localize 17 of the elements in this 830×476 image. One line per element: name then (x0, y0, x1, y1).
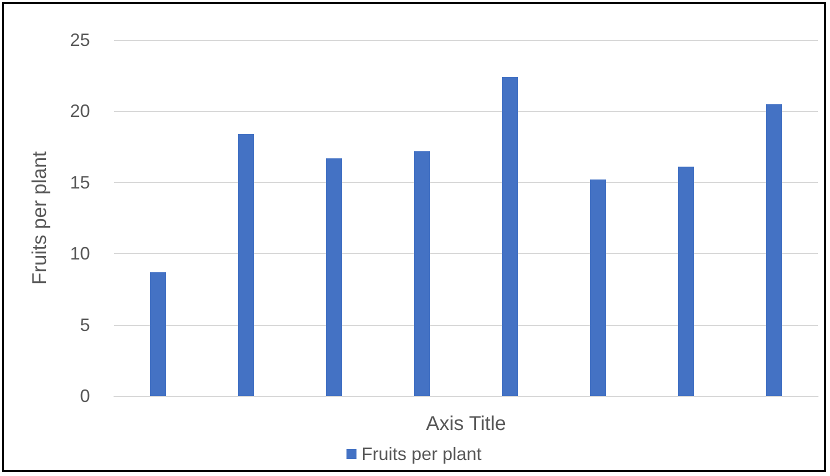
y-tick-label: 25 (70, 30, 90, 50)
bar (590, 180, 606, 396)
y-tick-label: 20 (70, 101, 90, 122)
y-tick-label: 10 (70, 244, 90, 264)
y-tick-label: 5 (80, 314, 90, 335)
legend-label: Fruits per plant (361, 444, 482, 464)
bar (414, 151, 430, 396)
bar (502, 77, 518, 396)
bar (766, 104, 782, 396)
bar (238, 134, 254, 396)
y-axis-title: Fruits per plant (29, 150, 51, 285)
x-axis-title: Axis Title (426, 413, 506, 435)
y-tick-label: 0 (80, 386, 90, 406)
bar (678, 166, 694, 396)
bar (326, 158, 342, 396)
bar (150, 272, 166, 396)
y-tick-label: 15 (70, 172, 90, 192)
